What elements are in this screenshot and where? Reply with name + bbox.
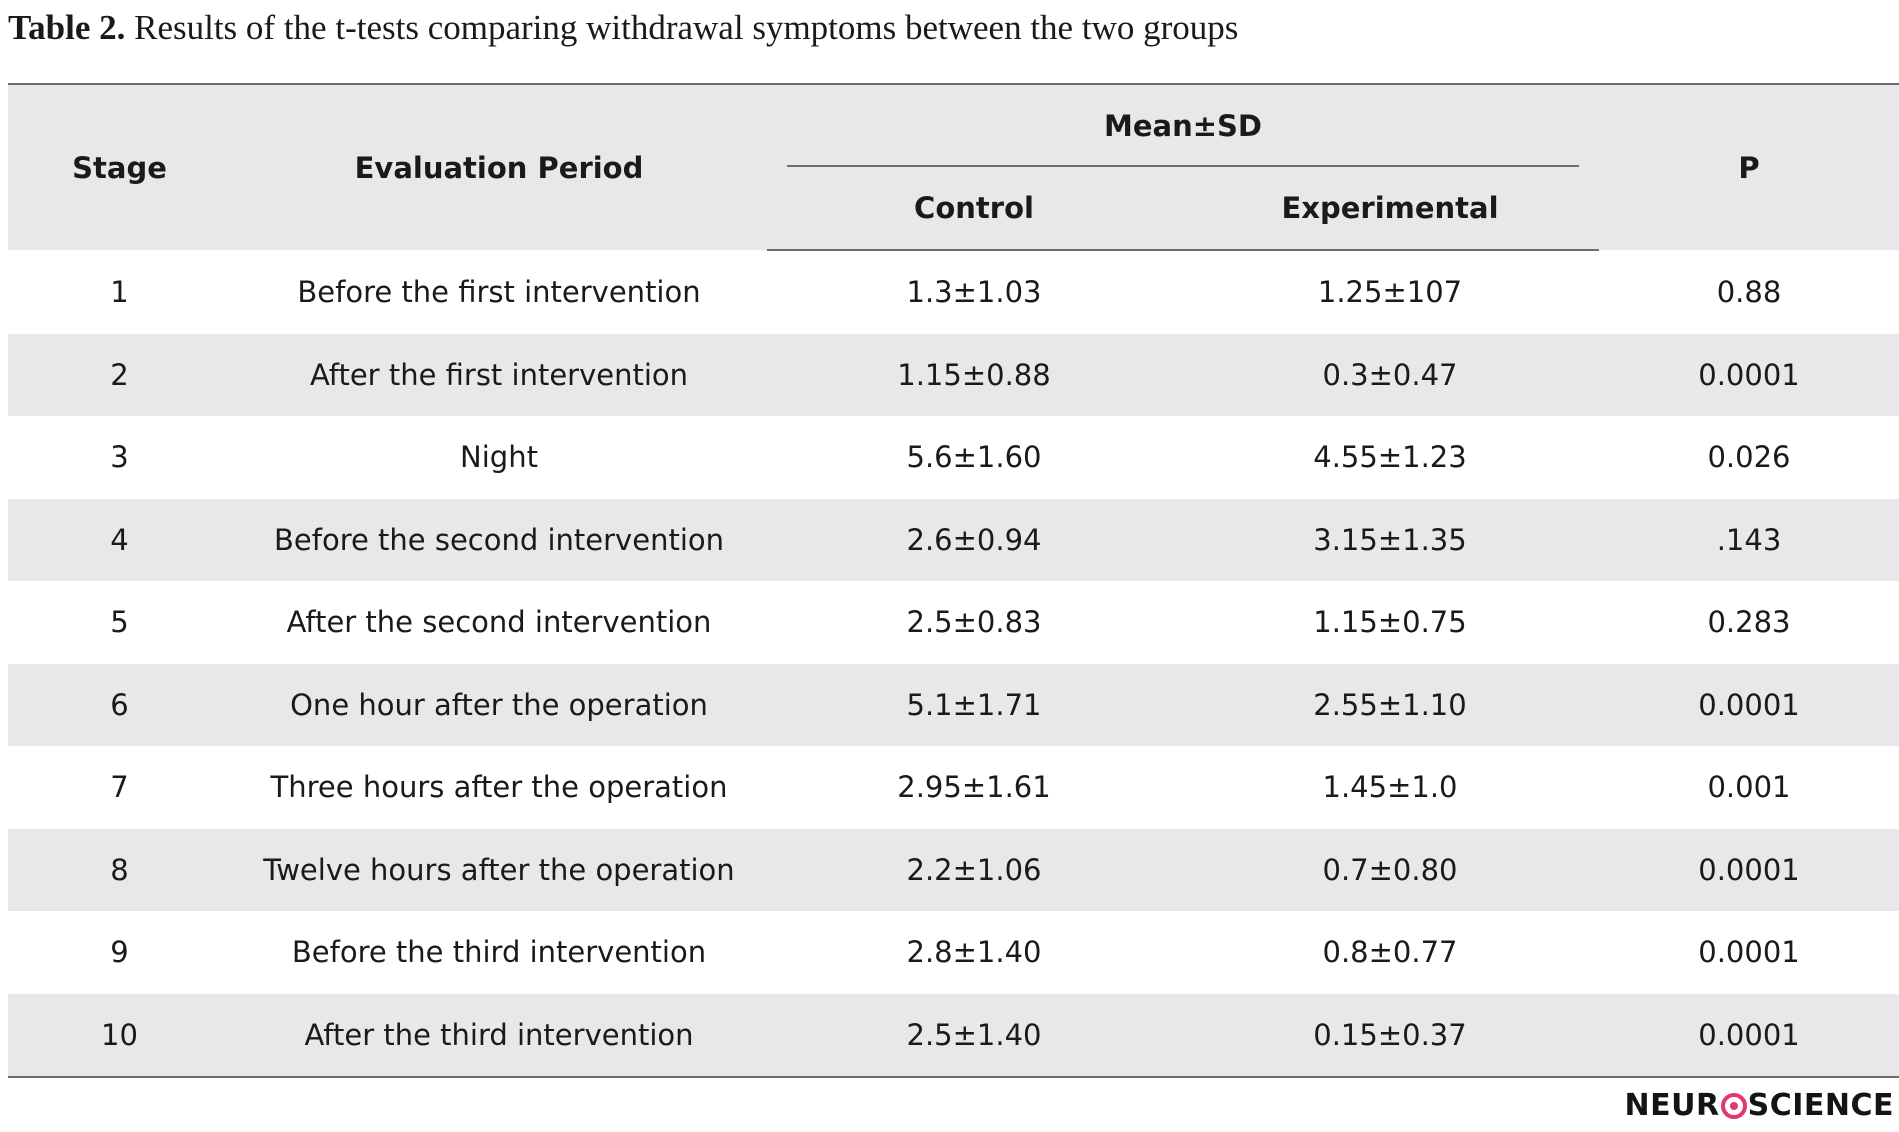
cell-p: 0.0001 — [1599, 333, 1899, 416]
cell-p: 0.026 — [1707, 440, 1791, 475]
caption-label: Table 2. — [8, 8, 126, 47]
table-caption: Table 2. Results of the t-tests comparin… — [8, 6, 1238, 50]
cell-stage: 10 — [8, 993, 231, 1078]
cell-control: 2.95±1.61 — [897, 770, 1051, 805]
cell-stage: 8 — [8, 828, 231, 911]
cell-evaluation-period: After the first intervention — [231, 333, 767, 416]
cell-evaluation-period: One hour after the operation — [231, 663, 767, 746]
table-row: 8 Twelve hours after the operation 2.2±1.0… — [8, 828, 1899, 911]
cell-control: 1.15±0.88 — [767, 333, 1181, 416]
table-row: 10 After the third intervention 2.5±1.40 0.… — [8, 993, 1899, 1078]
cell-p: 0.0001 — [1698, 935, 1800, 970]
cell-stage: 3 — [110, 440, 129, 475]
cell-p: 0.0001 — [1599, 993, 1899, 1078]
cell-stage: 6 — [8, 663, 231, 746]
header-control: Control — [767, 167, 1181, 251]
cell-stage: 5 — [110, 605, 129, 640]
cell-stage: 4 — [8, 498, 231, 581]
table-row: 1 Before the first intervention 1.3±1.03 1.… — [8, 250, 1899, 334]
cell-experimental: 0.3±0.47 — [1181, 333, 1599, 416]
logo-text-start: NEUR — [1624, 1088, 1720, 1123]
logo-o-mark-icon — [1720, 1092, 1747, 1119]
cell-experimental: 0.7±0.80 — [1181, 828, 1599, 911]
cell-experimental: 0.8±0.77 — [1322, 935, 1458, 970]
cell-stage: 1 — [110, 274, 129, 309]
cell-stage: 9 — [110, 935, 129, 970]
table-row: 2 After the first intervention 1.15±0.88 0.… — [8, 333, 1899, 416]
cell-control: 2.6±0.94 — [767, 498, 1181, 581]
results-table-container: Stage Evaluation Period Mean±SD P Contro… — [8, 83, 1899, 1078]
cell-p: 0.0001 — [1599, 828, 1899, 911]
neuroscience-logo: NEUR SCIENCE — [1625, 1088, 1894, 1123]
cell-experimental: 1.45±1.0 — [1322, 770, 1458, 805]
cell-experimental: 4.55±1.23 — [1313, 440, 1467, 475]
table-row: 4 Before the second intervention 2.6±0.94 3… — [8, 498, 1899, 581]
cell-experimental: 2.55±1.10 — [1181, 663, 1599, 746]
table-row: 9 Before the third intervention 2.8±1.40 0.… — [8, 911, 1899, 994]
cell-p: .143 — [1599, 498, 1899, 581]
cell-p: 0.88 — [1716, 274, 1782, 309]
cell-control: 2.5±1.40 — [767, 993, 1181, 1078]
cell-stage: 2 — [8, 333, 231, 416]
table-row: 7 Three hours after the operation 2.95±1.6… — [8, 746, 1899, 829]
table-row: 3 Night 5.6±1.60 4.55±1.23 0.026 — [8, 416, 1899, 499]
cell-control: 2.5±0.83 — [906, 605, 1042, 640]
header-mean-sd-label: Mean±SD — [1104, 109, 1262, 143]
header-p: P — [1599, 83, 1899, 250]
header-stage: Stage — [8, 83, 231, 250]
header-group-divider — [787, 165, 1579, 167]
cell-control: 5.1±1.71 — [767, 663, 1181, 746]
cell-evaluation-period: Twelve hours after the operation — [231, 828, 767, 911]
cell-evaluation-period: Before the third intervention — [291, 935, 707, 970]
cell-evaluation-period: Night — [460, 440, 538, 475]
cell-stage: 7 — [110, 770, 129, 805]
cell-evaluation-period: After the second intervention — [286, 605, 712, 640]
cell-experimental: 1.15±0.75 — [1313, 605, 1467, 640]
cell-control: 2.8±1.40 — [906, 935, 1042, 970]
table-row: 6 One hour after the operation 5.1±1.71 2.5… — [8, 663, 1899, 746]
header-evaluation-period: Evaluation Period — [231, 83, 767, 250]
cell-experimental: 3.15±1.35 — [1181, 498, 1599, 581]
cell-control: 1.3±1.03 — [906, 275, 1042, 310]
results-table: Stage Evaluation Period Mean±SD P Contro… — [8, 83, 1899, 1078]
cell-evaluation-period: Before the second intervention — [231, 498, 767, 581]
cell-evaluation-period: After the third intervention — [231, 993, 767, 1078]
logo-text-end: SCIENCE — [1747, 1088, 1894, 1123]
table-header: Stage Evaluation Period Mean±SD P Contro… — [8, 83, 1899, 251]
cell-p: 0.283 — [1707, 605, 1791, 640]
header-mean-sd: Mean±SD — [767, 83, 1599, 167]
cell-experimental: 1.25±107 — [1317, 275, 1463, 310]
caption-text: Results of the t-tests comparing withdra… — [125, 8, 1239, 47]
cell-evaluation-period: Three hours after the operation — [270, 770, 728, 805]
cell-control: 2.2±1.06 — [767, 828, 1181, 911]
cell-control: 5.6±1.60 — [906, 440, 1042, 475]
header-experimental: Experimental — [1181, 167, 1599, 251]
table-row: 5 After the second intervention 2.5±0.83 1.… — [8, 581, 1899, 664]
cell-p: 0.001 — [1707, 770, 1791, 805]
cell-p: 0.0001 — [1599, 663, 1899, 746]
table-body: 1 Before the first intervention 1.3±1.03 1.… — [8, 250, 1899, 1078]
cell-evaluation-period: Before the first intervention — [297, 274, 701, 309]
cell-experimental: 0.15±0.37 — [1181, 993, 1599, 1078]
